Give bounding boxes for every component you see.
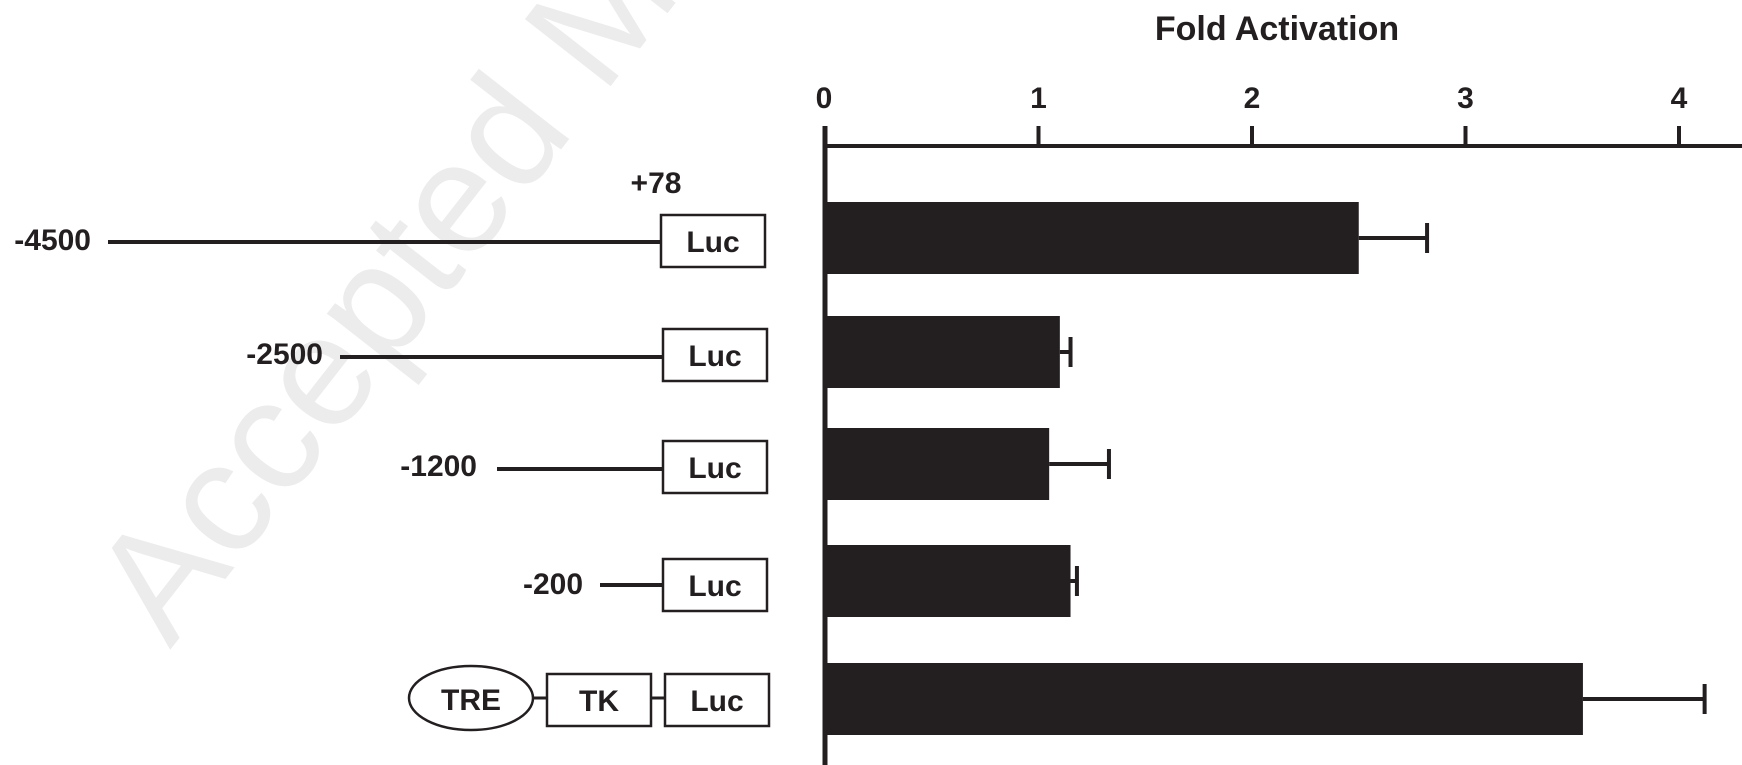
construct-tre-tk-luc: TRE TK Luc: [407, 664, 771, 732]
luc-label: Luc: [688, 570, 741, 603]
construct-start-label: -4500: [14, 224, 91, 257]
x-tick-label: 1: [1030, 82, 1047, 115]
tk-box: [545, 672, 653, 728]
luc-label: Luc: [686, 226, 739, 259]
luc-box: [661, 327, 769, 383]
construct-2500: -2500 Luc: [246, 327, 769, 383]
construct-end-label: +78: [631, 167, 682, 200]
construct-start-label: -2500: [246, 338, 323, 371]
construct-1200: -1200 Luc: [400, 439, 769, 495]
bar: [827, 545, 1071, 617]
bar: [827, 428, 1050, 500]
bars-group: [827, 202, 1707, 735]
construct-200: -200 Luc: [523, 557, 769, 613]
construct-4500: -4500 +78 Luc: [14, 167, 767, 269]
luc-box: [659, 213, 767, 269]
bar: [827, 663, 1583, 735]
luc-box: [663, 672, 771, 728]
x-tick-label: 4: [1671, 82, 1688, 115]
luc-box: [661, 439, 769, 495]
x-tick-label: 3: [1457, 82, 1474, 115]
luc-box: [661, 557, 769, 613]
chart-axes: [822, 126, 1742, 765]
x-tick-label: 0: [816, 82, 833, 115]
watermark: Accepted Ma: [58, 0, 765, 671]
tre-label: TRE: [441, 684, 501, 717]
tk-label: TK: [579, 685, 619, 718]
construct-start-label: -1200: [400, 450, 477, 483]
luc-label: Luc: [688, 452, 741, 485]
bar: [827, 316, 1060, 388]
luc-label: Luc: [688, 340, 741, 373]
luc-label: Luc: [690, 685, 743, 718]
chart-title: Fold Activation: [1155, 10, 1399, 48]
x-tick-label: 2: [1244, 82, 1261, 115]
construct-start-label: -200: [523, 568, 583, 601]
bar: [827, 202, 1359, 274]
x-axis-ticks: 0 1 2 3 4: [816, 82, 1688, 146]
construct-diagrams: -4500 +78 Luc -2500 Luc -1200 Luc -200 L…: [14, 167, 771, 732]
